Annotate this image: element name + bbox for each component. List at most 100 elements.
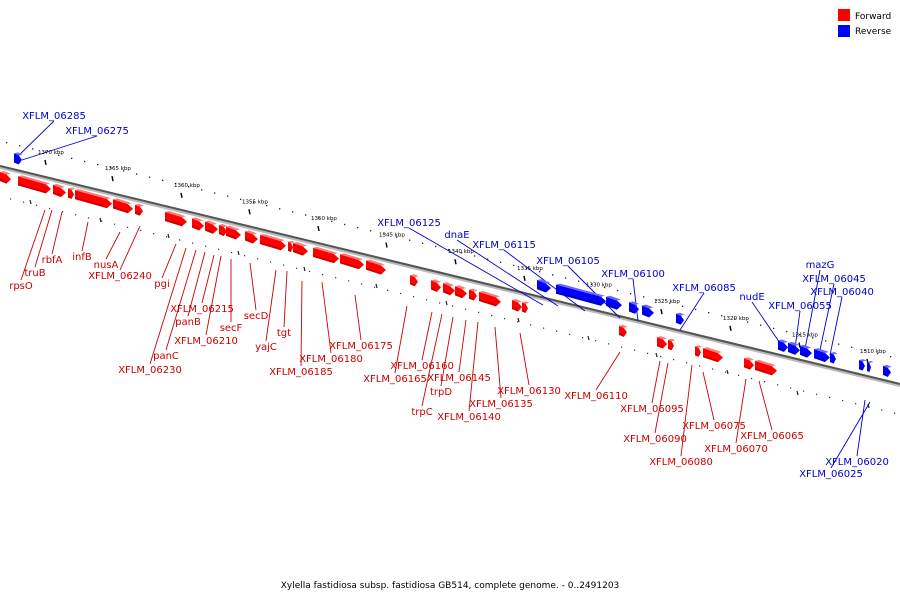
scale-major-tick — [454, 259, 457, 265]
forward-gene-29 — [668, 338, 676, 351]
gene-label: XFLM_06285 — [22, 111, 86, 122]
scale-label: 1330 kbp — [586, 283, 612, 289]
leader-line — [856, 399, 866, 457]
leader-line — [794, 310, 801, 349]
gene-label: dnaE — [444, 230, 469, 241]
gene-label: nusA — [94, 260, 119, 271]
scale-label: 1345 kbp — [379, 232, 405, 238]
gene-label: XFLM_06125 — [377, 218, 441, 229]
legend-forward-swatch — [838, 9, 850, 21]
scale-major-tick — [111, 175, 114, 182]
leader-line — [567, 265, 621, 319]
leader-line — [519, 332, 530, 386]
gene-label: pgi — [154, 279, 169, 290]
forward-gene-3 — [68, 187, 76, 199]
scale-label: 1360 kbp — [174, 183, 200, 189]
leader-line — [440, 316, 454, 387]
gene-label: XFLM_06025 — [799, 469, 863, 480]
scale-labels: 1370 kbp 1365 kbp 1360 kbp 1355 kbp 1350 kbp… — [38, 150, 886, 355]
gene-label: XFLM_06240 — [88, 271, 152, 282]
gene-label: yajC — [255, 342, 277, 353]
scale-major-tick — [248, 209, 251, 215]
gene-label: secD — [244, 311, 269, 322]
gene-label: panB — [175, 317, 201, 328]
reverse-gene-11 — [830, 352, 838, 364]
gene-label: XFLM_06165 — [363, 374, 427, 385]
leader-line — [119, 225, 141, 271]
gene-label: mazG — [806, 260, 835, 271]
gene-label: XFLM_06130 — [497, 386, 561, 397]
gene-label: XFLM_06135 — [469, 399, 533, 410]
reverse-gene-5 — [642, 304, 654, 318]
leader-line — [751, 301, 783, 347]
gene-label: XFLM_06145 — [427, 373, 491, 384]
gene-arrows — [0, 152, 892, 377]
gene-label: XFLM_06105 — [536, 256, 600, 267]
scale-ruler — [6, 141, 896, 414]
scale-major-tick — [660, 308, 663, 315]
gene-label: XFLM_06095 — [620, 404, 684, 415]
gene-label: XFLM_06045 — [802, 274, 866, 285]
scale-major-tick — [385, 242, 388, 248]
scale-label: 1310 kbp — [860, 349, 886, 355]
gene-label: panC — [153, 351, 179, 362]
gene-label: XFLM_06020 — [825, 457, 889, 468]
leader-line — [680, 364, 693, 457]
legend: Forward Reverse — [838, 9, 892, 37]
gene-label: XFLM_06275 — [65, 126, 129, 137]
leader-line — [161, 243, 177, 279]
gene-label: XFLM_06065 — [740, 431, 804, 442]
reverse-gene-13 — [867, 361, 874, 372]
gene-label: XFLM_06100 — [601, 269, 665, 280]
scale-label: 1370 kbp — [38, 150, 64, 156]
leader-line — [702, 371, 715, 421]
leader-line — [300, 280, 303, 367]
leader-line — [81, 221, 89, 252]
forward-gene-19 — [410, 274, 419, 287]
leader-line — [354, 294, 362, 341]
leader-line — [205, 255, 222, 336]
forward-gene-15 — [293, 241, 308, 256]
scale-label: 1320 kbp — [723, 316, 749, 322]
reverse-gene-6 — [676, 312, 685, 325]
forward-gene-33 — [755, 359, 777, 376]
leader-line — [34, 209, 53, 268]
leader-line — [394, 305, 408, 374]
gene-label: nudE — [739, 292, 764, 303]
leader-line — [595, 351, 621, 391]
gene-label: XFLM_06040 — [810, 287, 874, 298]
forward-gene-24 — [479, 291, 501, 307]
forward-gene-9 — [205, 220, 218, 234]
figure-caption: Xylella fastidiosa subsp. fastidiosa GB5… — [281, 581, 620, 591]
scale-major-tick — [180, 192, 183, 198]
forward-gene-30 — [695, 345, 703, 357]
forward-gene-25 — [512, 299, 522, 312]
reverse-gene-12 — [859, 359, 867, 371]
forward-gene-0 — [0, 171, 11, 184]
scale-label: 1315 kbp — [792, 333, 818, 339]
gene-label: XFLM_06080 — [649, 457, 713, 468]
reverse-gene-8 — [788, 341, 800, 355]
leader-line — [149, 247, 187, 365]
gene-label: secF — [220, 323, 243, 334]
gene-label: XFLM_06070 — [704, 444, 768, 455]
gene-label: XFLM_06140 — [437, 412, 501, 423]
gene-label: rpsO — [9, 281, 33, 292]
forward-gene-5 — [113, 198, 133, 214]
legend-reverse-label: Reverse — [855, 27, 892, 37]
forward-gene-21 — [443, 282, 455, 296]
gene-label: XFLM_06055 — [768, 301, 832, 312]
forward-gene-27 — [619, 324, 628, 337]
gene-label: XFLM_06180 — [299, 354, 363, 365]
forward-gene-14 — [288, 240, 295, 252]
leader-line — [408, 227, 544, 306]
reverse-gene-9 — [800, 344, 812, 358]
forward-gene-13 — [260, 233, 286, 251]
leader-line — [165, 249, 197, 351]
forward-gene-12 — [245, 230, 258, 244]
reverse-gene-1 — [537, 279, 551, 293]
forward-gene-32 — [744, 357, 754, 370]
gene-label: XFLM_06075 — [682, 421, 746, 432]
